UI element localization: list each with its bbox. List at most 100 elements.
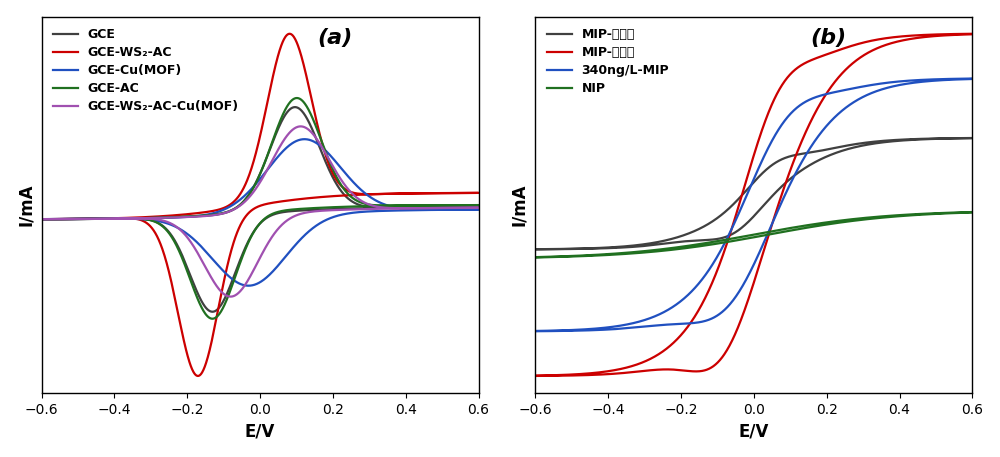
- 340ng/L-MIP: [554, 328, 566, 334]
- GCE-WS₂-AC-Cu(MOF): [36, 217, 48, 222]
- GCE-Cu(MOF): [80, 216, 92, 222]
- MIP-洗脱后: [931, 32, 943, 37]
- 340ng/L-MIP: [529, 328, 541, 334]
- GCE-WS₂-AC: [284, 31, 296, 37]
- X-axis label: E/V: E/V: [739, 422, 769, 441]
- GCE: [461, 204, 473, 210]
- NIP: [966, 209, 978, 215]
- MIP-洗脱前: [931, 136, 943, 141]
- MIP-洗脱后: [715, 356, 727, 362]
- MIP-洗脱前: [554, 246, 566, 252]
- Y-axis label: I/mA: I/mA: [510, 184, 528, 226]
- MIP-洗脱前: [555, 246, 567, 252]
- MIP-洗脱前: [574, 246, 586, 251]
- NIP: [931, 210, 943, 216]
- Line: MIP-洗脱后: MIP-洗脱后: [535, 34, 972, 376]
- GCE-WS₂-AC-Cu(MOF): [438, 205, 450, 211]
- Line: GCE-Cu(MOF): GCE-Cu(MOF): [42, 139, 479, 286]
- NIP: [955, 210, 967, 215]
- GCE-WS₂-AC: [80, 216, 92, 222]
- GCE-WS₂-AC: [36, 217, 48, 222]
- NIP: [555, 254, 567, 260]
- GCE-Cu(MOF): [221, 271, 233, 277]
- GCE-Cu(MOF): [60, 216, 72, 222]
- GCE-AC: [36, 217, 48, 222]
- GCE-WS₂-AC-Cu(MOF): [461, 205, 473, 211]
- GCE-AC: [438, 202, 450, 208]
- MIP-洗脱前: [529, 247, 541, 252]
- GCE-Cu(MOF): [461, 207, 473, 213]
- GCE: [438, 205, 450, 210]
- Text: (b): (b): [811, 28, 847, 48]
- X-axis label: E/V: E/V: [245, 422, 275, 441]
- NIP: [554, 254, 566, 260]
- GCE-WS₂-AC: [221, 264, 233, 270]
- 340ng/L-MIP: [715, 310, 727, 316]
- NIP: [574, 253, 586, 258]
- GCE-AC: [61, 216, 73, 222]
- Line: MIP-洗脱前: MIP-洗脱前: [535, 138, 972, 250]
- GCE: [289, 104, 301, 110]
- GCE-WS₂-AC-Cu(MOF): [60, 216, 72, 222]
- GCE-WS₂-AC: [192, 373, 204, 379]
- 340ng/L-MIP: [931, 76, 943, 82]
- GCE-AC: [60, 216, 72, 222]
- MIP-洗脱后: [574, 372, 586, 377]
- GCE: [80, 216, 92, 222]
- MIP-洗脱后: [529, 373, 541, 379]
- GCE: [207, 309, 219, 314]
- GCE-WS₂-AC-Cu(MOF): [61, 216, 73, 222]
- Y-axis label: I/mA: I/mA: [17, 184, 35, 226]
- GCE-WS₂-AC-Cu(MOF): [221, 293, 233, 298]
- GCE-WS₂-AC: [61, 216, 73, 222]
- GCE: [221, 291, 233, 296]
- 340ng/L-MIP: [529, 329, 541, 334]
- GCE-AC: [291, 95, 303, 101]
- Legend: MIP-洗脱前, MIP-洗脱后, 340ng/L-MIP, NIP: MIP-洗脱前, MIP-洗脱后, 340ng/L-MIP, NIP: [542, 23, 674, 100]
- GCE-Cu(MOF): [36, 216, 48, 222]
- GCE: [36, 217, 48, 222]
- GCE-WS₂-AC: [438, 190, 450, 196]
- GCE-WS₂-AC-Cu(MOF): [225, 294, 237, 299]
- Line: GCE-WS₂-AC-Cu(MOF): GCE-WS₂-AC-Cu(MOF): [42, 127, 479, 297]
- GCE-AC: [80, 216, 92, 222]
- MIP-洗脱前: [966, 135, 978, 141]
- MIP-洗脱后: [955, 31, 967, 37]
- MIP-洗脱前: [955, 135, 967, 141]
- GCE-WS₂-AC: [461, 190, 473, 196]
- Line: GCE-WS₂-AC: GCE-WS₂-AC: [42, 34, 479, 376]
- NIP: [529, 255, 541, 260]
- GCE-AC: [207, 316, 219, 321]
- 340ng/L-MIP: [966, 76, 978, 81]
- NIP: [715, 240, 727, 246]
- MIP-洗脱后: [529, 373, 541, 378]
- GCE-WS₂-AC: [60, 216, 72, 222]
- Legend: GCE, GCE-WS₂-AC, GCE-Cu(MOF), GCE-AC, GCE-WS₂-AC-Cu(MOF): GCE, GCE-WS₂-AC, GCE-Cu(MOF), GCE-AC, GC…: [48, 23, 244, 118]
- Text: (a): (a): [317, 28, 352, 48]
- GCE-WS₂-AC-Cu(MOF): [295, 124, 307, 129]
- MIP-洗脱前: [715, 235, 727, 241]
- NIP: [529, 255, 541, 260]
- MIP-洗脱后: [555, 373, 567, 378]
- MIP-洗脱后: [554, 373, 566, 378]
- MIP-洗脱后: [966, 31, 978, 37]
- Line: GCE: GCE: [42, 107, 479, 312]
- Line: 340ng/L-MIP: 340ng/L-MIP: [535, 79, 972, 331]
- GCE-AC: [36, 217, 48, 222]
- GCE: [61, 216, 73, 222]
- GCE: [60, 216, 72, 222]
- Line: NIP: NIP: [535, 212, 972, 257]
- GCE-WS₂-AC: [36, 217, 48, 222]
- Line: GCE-AC: GCE-AC: [42, 98, 479, 319]
- 340ng/L-MIP: [555, 328, 567, 334]
- GCE-AC: [221, 296, 233, 302]
- GCE-WS₂-AC-Cu(MOF): [80, 216, 92, 222]
- GCE: [36, 217, 48, 222]
- MIP-洗脱前: [529, 246, 541, 252]
- GCE-Cu(MOF): [36, 216, 48, 222]
- GCE-WS₂-AC-Cu(MOF): [36, 217, 48, 222]
- GCE-Cu(MOF): [61, 216, 73, 222]
- GCE-Cu(MOF): [298, 137, 310, 142]
- GCE-Cu(MOF): [438, 207, 450, 213]
- GCE-Cu(MOF): [243, 283, 255, 288]
